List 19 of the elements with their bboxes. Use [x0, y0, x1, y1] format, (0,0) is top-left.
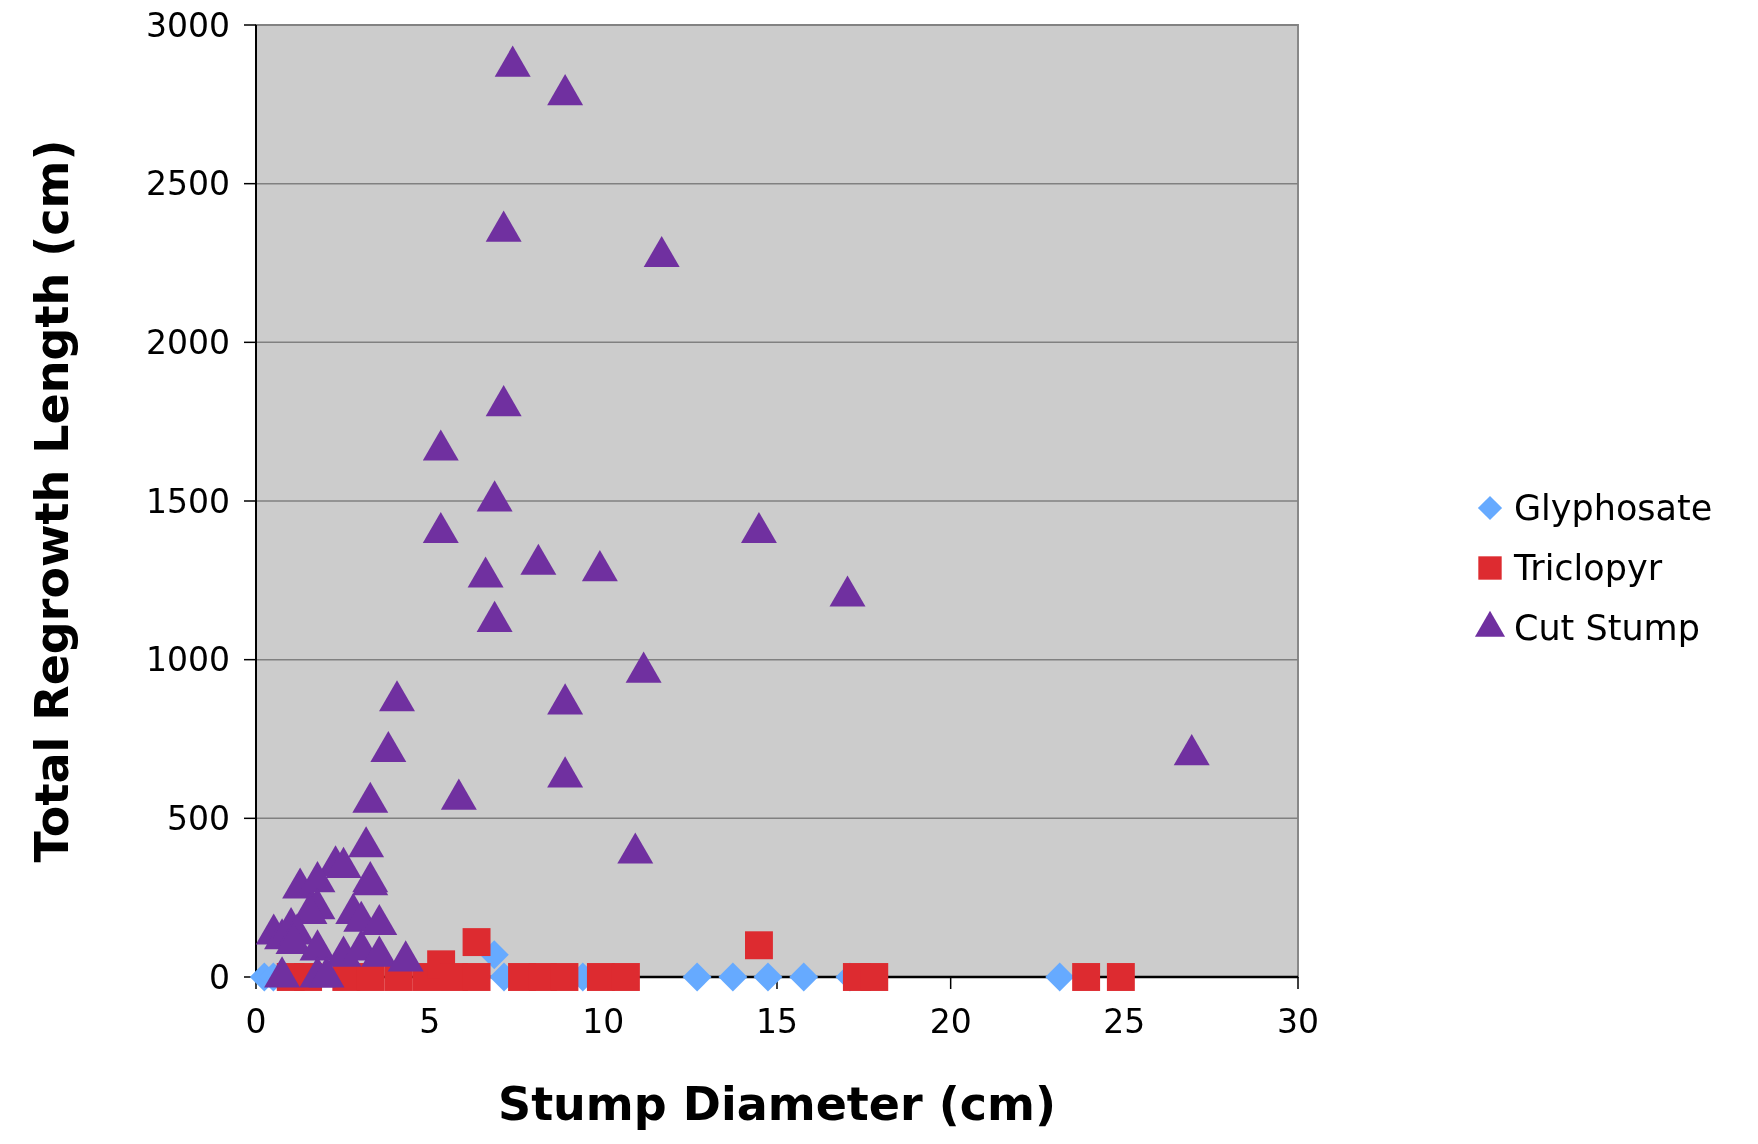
- x-tick-label: 25: [1103, 1002, 1146, 1041]
- y-tick-label: 1500: [146, 481, 230, 521]
- y-tick-label: 0: [209, 957, 230, 997]
- y-tick-label: 500: [167, 798, 230, 838]
- y-axis-title: Total Regrowth Length (cm): [25, 139, 79, 863]
- y-tick-label: 2000: [146, 322, 230, 362]
- x-axis-title: Stump Diameter (cm): [498, 1077, 1056, 1131]
- x-tick-label: 10: [582, 1002, 625, 1041]
- y-tick-label: 1000: [146, 640, 230, 680]
- legend-label: Glyphosate: [1514, 488, 1713, 529]
- legend-label: Cut Stump: [1514, 608, 1700, 649]
- x-tick-label: 5: [419, 1002, 441, 1041]
- y-tick-label: 2500: [146, 164, 230, 204]
- legend-label: Triclopyr: [1513, 548, 1663, 589]
- x-tick-label: 15: [756, 1002, 798, 1041]
- x-tick-label: 0: [245, 1002, 267, 1041]
- y-tick-label: 3000: [146, 5, 230, 45]
- x-tick-label: 30: [1277, 1002, 1319, 1041]
- x-tick-label: 20: [929, 1002, 972, 1041]
